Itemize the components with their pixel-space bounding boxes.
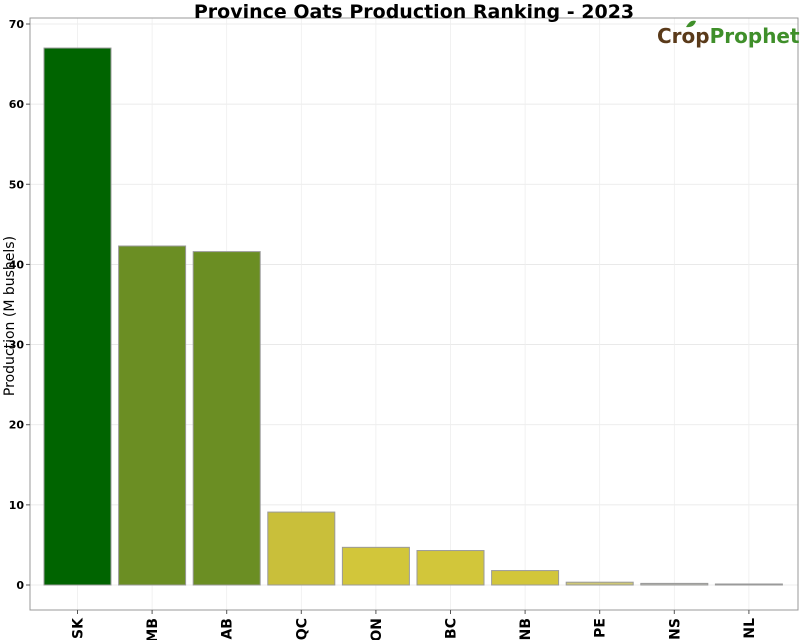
y-axis-label: Production (M bushels) xyxy=(2,236,18,396)
x-tick-label-pe: PE xyxy=(593,618,609,638)
y-tick-label: 10 xyxy=(9,499,25,512)
logo-text-crop: Crop xyxy=(657,24,710,48)
x-tick-label-qc: QC xyxy=(294,618,310,640)
cropprophet-logo: CropProphet xyxy=(657,20,800,48)
bar-ab xyxy=(192,251,261,586)
x-tick-label-on: ON xyxy=(369,618,385,640)
bar-bc xyxy=(416,550,485,586)
x-tick-label-nl: NL xyxy=(742,618,758,639)
bar-mb xyxy=(118,245,187,586)
bar-nl xyxy=(714,583,783,586)
logo-text: CropProphet xyxy=(657,24,800,48)
x-tick-label-sk: SK xyxy=(71,617,87,639)
bar-sk xyxy=(43,47,112,586)
leaf-icon xyxy=(686,20,696,28)
x-tick-label-bc: BC xyxy=(444,618,460,639)
x-tick-label-nb: NB xyxy=(518,618,534,640)
y-tick-label: 0 xyxy=(16,579,24,592)
bar-qc xyxy=(267,511,336,586)
y-tick-label: 40 xyxy=(9,258,25,271)
y-tick-label: 50 xyxy=(9,178,25,191)
bar-pe xyxy=(565,581,634,586)
y-tick-label: 30 xyxy=(9,339,25,352)
chart-title: Province Oats Production Ranking - 2023 xyxy=(194,1,634,23)
x-tick-label-ab: AB xyxy=(220,618,236,640)
x-tick-label-mb: MB xyxy=(145,618,161,640)
bar-on xyxy=(341,546,410,586)
logo-text-prophet: Prophet xyxy=(710,24,800,48)
plot-frame xyxy=(29,17,799,611)
x-axis-ticks: SK MB AB QC ON BC NB PE NS NL xyxy=(71,610,758,640)
y-tick-label: 70 xyxy=(9,18,25,31)
x-tick-label-ns: NS xyxy=(667,618,683,640)
bar-nb xyxy=(491,570,560,586)
y-axis-ticks: 0 10 20 30 40 50 60 70 xyxy=(9,18,30,592)
y-tick-label: 60 xyxy=(9,98,25,111)
bars xyxy=(43,47,783,586)
bar-ns xyxy=(640,582,709,586)
y-tick-label: 20 xyxy=(9,419,25,432)
